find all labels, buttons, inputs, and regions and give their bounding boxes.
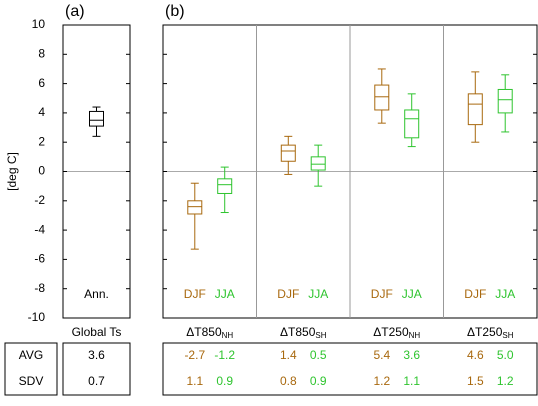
stats-row-label: AVG xyxy=(19,348,43,362)
stats-label-frame xyxy=(4,342,58,396)
stat-value: 5.4 xyxy=(373,348,390,362)
stat-value: 4.6 xyxy=(467,348,484,362)
group-label-sub: SH xyxy=(315,331,326,340)
group-label-sub: NH xyxy=(409,331,421,340)
y-tick-label: -4 xyxy=(34,222,45,236)
group-label: ΔT850SH xyxy=(280,325,327,340)
panel-label: (b) xyxy=(165,3,185,20)
stat-value: 1.4 xyxy=(280,348,297,362)
box-name: DJF xyxy=(184,287,206,301)
panel-label: (a) xyxy=(65,3,85,20)
y-tick-label: 2 xyxy=(38,134,45,148)
box xyxy=(374,84,390,111)
box xyxy=(310,156,326,171)
y-tick-label: -2 xyxy=(34,193,45,207)
box xyxy=(467,93,483,126)
stat-value: -2.7 xyxy=(184,348,205,362)
stat-value: 0.7 xyxy=(88,374,105,388)
group-label-main: ΔT850 xyxy=(280,325,316,339)
stat-value: 1.2 xyxy=(373,374,390,388)
box-name: DJF xyxy=(277,287,299,301)
y-tick-label: 8 xyxy=(38,46,45,60)
box xyxy=(404,109,420,139)
group-label-main: ΔT250 xyxy=(467,325,503,339)
y-tick-label: 0 xyxy=(38,164,45,178)
y-tick-label: 10 xyxy=(32,17,46,31)
y-tick-label: 6 xyxy=(38,76,45,90)
stat-value: 0.9 xyxy=(216,374,233,388)
box xyxy=(497,88,513,114)
box xyxy=(280,144,296,162)
group-label: Global Ts xyxy=(72,325,122,339)
box xyxy=(187,200,203,215)
group-label-sub: NH xyxy=(222,331,234,340)
stats-frame xyxy=(62,342,131,396)
y-tick-label: -6 xyxy=(34,252,45,266)
group-label: ΔT250NH xyxy=(373,325,420,340)
group-label-sub: SH xyxy=(502,331,513,340)
stat-value: 0.5 xyxy=(310,348,327,362)
stat-value: 5.0 xyxy=(497,348,514,362)
stat-value: 1.1 xyxy=(186,374,203,388)
group-label: ΔT250SH xyxy=(467,325,514,340)
group-label-main: ΔT850 xyxy=(186,325,222,339)
box xyxy=(217,178,233,194)
stat-value: 3.6 xyxy=(88,348,105,362)
box xyxy=(89,110,104,127)
box-name: DJF xyxy=(464,287,486,301)
stat-value: 1.1 xyxy=(403,374,420,388)
y-tick-label: -10 xyxy=(28,310,46,324)
group-label: ΔT850NH xyxy=(186,325,233,340)
box-name: JJA xyxy=(308,287,328,301)
box-name: Ann. xyxy=(84,287,109,301)
stat-value: 0.9 xyxy=(310,374,327,388)
group-label-main: ΔT250 xyxy=(373,325,409,339)
stat-value: 1.2 xyxy=(497,374,514,388)
stats-row-label: SDV xyxy=(19,374,44,388)
stat-value: -1.2 xyxy=(214,348,235,362)
stats-frame xyxy=(162,342,538,396)
box-name: DJF xyxy=(371,287,393,301)
stat-value: 1.5 xyxy=(467,374,484,388)
box-name: JJA xyxy=(215,287,235,301)
y-tick-label: -8 xyxy=(34,281,45,295)
stat-value: 0.8 xyxy=(280,374,297,388)
y-axis-label: [deg C] xyxy=(5,152,19,191)
group-label-main: Global Ts xyxy=(72,325,122,339)
box-name: JJA xyxy=(402,287,422,301)
stat-value: 3.6 xyxy=(403,348,420,362)
y-tick-label: 4 xyxy=(38,105,45,119)
box-name: JJA xyxy=(495,287,515,301)
